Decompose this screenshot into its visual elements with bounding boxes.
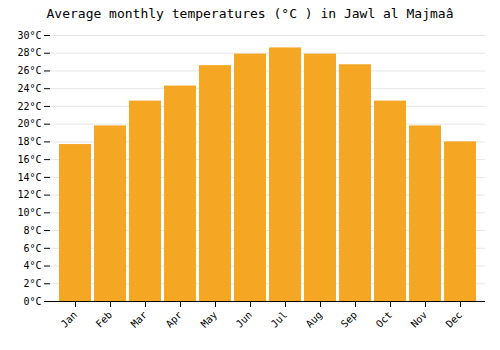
svg-text:2°C: 2°C xyxy=(23,278,41,289)
svg-text:16°C: 16°C xyxy=(17,154,41,165)
svg-text:4°C: 4°C xyxy=(23,260,41,271)
svg-text:Sep: Sep xyxy=(339,309,360,330)
svg-text:Jul: Jul xyxy=(269,309,290,330)
svg-text:Oct: Oct xyxy=(374,309,395,330)
svg-text:8°C: 8°C xyxy=(23,225,41,236)
svg-text:Dec: Dec xyxy=(444,309,465,330)
svg-text:6°C: 6°C xyxy=(23,243,41,254)
svg-text:26°C: 26°C xyxy=(17,65,41,76)
svg-text:22°C: 22°C xyxy=(17,101,41,112)
svg-text:0°C: 0°C xyxy=(23,296,41,307)
svg-text:20°C: 20°C xyxy=(17,118,41,129)
svg-text:30°C: 30°C xyxy=(17,30,41,41)
svg-text:12°C: 12°C xyxy=(17,189,41,200)
svg-text:24°C: 24°C xyxy=(17,83,41,94)
svg-text:Apr: Apr xyxy=(164,309,185,330)
svg-text:18°C: 18°C xyxy=(17,136,41,147)
svg-text:Jun: Jun xyxy=(234,309,255,330)
svg-text:Mar: Mar xyxy=(129,309,150,330)
svg-text:28°C: 28°C xyxy=(17,47,41,58)
html-text:Average monthly temperatures (: Average monthly temperatures (°C ) in Ja… xyxy=(46,6,454,21)
svg-text:Jan: Jan xyxy=(59,309,80,330)
svg-text:Feb: Feb xyxy=(94,309,115,330)
svg-text:Nov: Nov xyxy=(409,309,430,330)
svg-text:May: May xyxy=(199,309,220,330)
svg-text:10°C: 10°C xyxy=(17,207,41,218)
svg-text:Aug: Aug xyxy=(304,309,325,330)
svg-text:14°C: 14°C xyxy=(17,172,41,183)
